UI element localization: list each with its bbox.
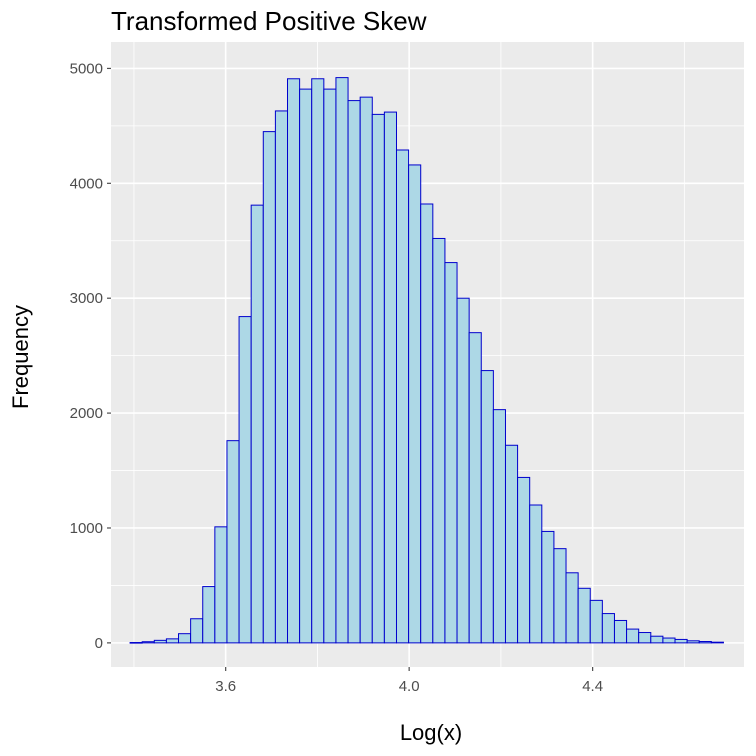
histogram-bar bbox=[250, 204, 264, 644]
x-tick-label: 4.4 bbox=[582, 678, 603, 695]
histogram-bar bbox=[311, 78, 325, 644]
histogram-bar bbox=[129, 642, 143, 644]
histogram-bar bbox=[698, 640, 712, 644]
histogram-bar bbox=[529, 504, 543, 644]
histogram-bar bbox=[347, 100, 361, 644]
histogram-bar bbox=[589, 599, 603, 644]
x-axis: 3.6 4.0 4.4 bbox=[215, 667, 603, 695]
y-tick-label: 1000 bbox=[70, 520, 103, 537]
histogram-bar bbox=[202, 586, 216, 644]
histogram-bar bbox=[686, 640, 700, 644]
histogram-bar bbox=[662, 637, 676, 644]
histogram-bar bbox=[601, 613, 615, 644]
histogram-bar bbox=[323, 88, 337, 644]
y-axis-title: Frequency bbox=[8, 305, 33, 409]
histogram-bar bbox=[504, 444, 519, 644]
histogram-bar bbox=[383, 111, 397, 644]
histogram-bar bbox=[214, 526, 228, 644]
histogram-bar bbox=[480, 370, 494, 644]
histogram-bar bbox=[420, 203, 434, 644]
histogram-bar bbox=[299, 88, 313, 644]
x-tick-label: 3.6 bbox=[215, 678, 236, 695]
histogram-bar bbox=[141, 641, 155, 644]
x-tick-label: 4.0 bbox=[399, 678, 420, 695]
histogram-bar bbox=[408, 164, 422, 644]
histogram-bar bbox=[359, 96, 373, 644]
histogram-bar bbox=[456, 297, 470, 644]
histogram-bar bbox=[153, 639, 167, 644]
histogram-bar bbox=[190, 618, 204, 644]
y-tick-label: 2000 bbox=[70, 405, 103, 422]
histogram-bar bbox=[468, 332, 482, 644]
histogram-bar bbox=[335, 77, 349, 644]
histogram-bar bbox=[565, 572, 579, 644]
y-tick-label: 4000 bbox=[70, 175, 103, 192]
y-tick-label: 5000 bbox=[70, 60, 103, 77]
histogram-bar bbox=[553, 548, 567, 644]
y-tick-label: 0 bbox=[95, 635, 103, 652]
histogram-bar bbox=[710, 641, 724, 644]
histogram-bar bbox=[287, 78, 301, 644]
histogram-bar bbox=[492, 409, 506, 644]
chart-title: Transformed Positive Skew bbox=[111, 6, 427, 36]
histogram-bar bbox=[638, 632, 652, 644]
histogram-bar bbox=[274, 110, 289, 644]
y-axis: 0 1000 2000 3000 4000 5000 bbox=[70, 60, 111, 652]
histogram-bar bbox=[262, 131, 276, 644]
histogram-bar bbox=[238, 316, 252, 644]
histogram-bar bbox=[577, 587, 591, 644]
histogram-bar bbox=[395, 149, 410, 644]
histogram-bar bbox=[444, 262, 458, 644]
histogram-bar bbox=[226, 440, 240, 644]
x-axis-title: Log(x) bbox=[400, 720, 462, 745]
y-tick-label: 3000 bbox=[70, 290, 103, 307]
histogram-bar bbox=[674, 638, 688, 644]
histogram-bar bbox=[432, 237, 446, 644]
histogram-bar bbox=[541, 530, 555, 644]
histogram-bar bbox=[165, 638, 180, 644]
histogram-bar bbox=[650, 635, 664, 644]
histogram-bar bbox=[613, 619, 628, 644]
histogram-bar bbox=[371, 113, 385, 644]
histogram-bar bbox=[626, 628, 640, 644]
histogram-bar bbox=[178, 633, 192, 644]
histogram-bars bbox=[129, 77, 724, 644]
histogram-bar bbox=[517, 476, 531, 644]
